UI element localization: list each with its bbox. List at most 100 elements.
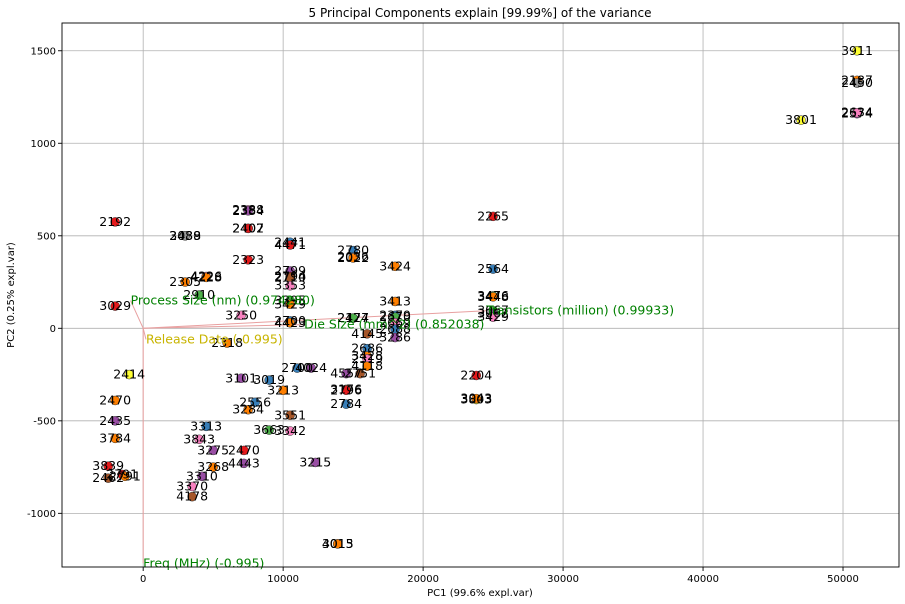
data-point-label: 2794 [274, 268, 306, 283]
data-point-label: 2669 [379, 315, 411, 330]
loading-vector-label: Die Size (mm^2) (0.852038) [304, 317, 484, 332]
data-point-label: 3839 [92, 458, 124, 473]
data-point [488, 292, 498, 302]
data-point-label: 3353 [274, 278, 306, 293]
data-point [285, 299, 295, 310]
data-point [110, 433, 120, 444]
x-axis-label: PC1 (99.6% expl.var) [427, 588, 533, 599]
data-point-label: 3803 [460, 392, 492, 407]
loading-vector-label: Freq (MHz) (-0.995) [143, 555, 264, 570]
data-point-label: 2710 [274, 269, 306, 284]
data-point-label: 3424 [379, 258, 411, 273]
data-point-label: 4471 [274, 237, 306, 252]
data-point [239, 445, 249, 456]
data-point [292, 363, 302, 373]
data-point [796, 115, 806, 125]
data-point-label: 2470 [228, 442, 260, 457]
data-point [852, 78, 862, 88]
data-point-label: 2384 [232, 203, 264, 218]
data-point-label: 3448 [477, 289, 509, 304]
data-point-label: 2670 [379, 309, 411, 324]
data-point [390, 261, 400, 272]
data-point [250, 397, 260, 408]
data-point-label: 2688 [379, 321, 411, 336]
data-point-label: 2564 [477, 261, 509, 276]
data-point-label: 3268 [197, 459, 229, 474]
loading-vector-label: Transistors (million) (0.99933) [485, 303, 674, 318]
data-point [239, 458, 249, 469]
loading-vectors [130, 300, 487, 564]
loading-vector-label: Process Size (nm) (0.974280) [131, 293, 315, 308]
data-point-label: 2686 [351, 341, 383, 356]
x-tick-label: 10000 [267, 574, 299, 585]
data-point-label: 3429 [274, 296, 306, 311]
data-point-label: 4423 [274, 315, 306, 330]
data-point [488, 312, 498, 322]
data-point-label: 2791 [109, 468, 141, 483]
data-point-label: 3551 [274, 407, 306, 422]
data-point [201, 272, 211, 283]
data-point [243, 404, 253, 415]
data-point [110, 217, 120, 227]
data-point-label: 2407 [232, 220, 264, 235]
data-point [180, 231, 190, 241]
x-tick-label: 0 [140, 574, 146, 585]
data-point-label: 4228 [190, 269, 222, 284]
data-point-label: 2441 [274, 234, 306, 249]
data-point-label: 3213 [267, 382, 299, 397]
data-point-label: 2318 [211, 335, 243, 350]
data-point-label: 2462 [92, 470, 124, 485]
data-point-label: 3801 [785, 112, 817, 127]
data-point-label: 2700 [281, 360, 313, 375]
data-point-label: 2780 [337, 243, 369, 258]
x-tick-label: 50000 [827, 574, 859, 585]
data-point [341, 368, 351, 379]
data-point-label: 3275 [197, 442, 229, 457]
grid-layer [62, 23, 899, 567]
loading-vector [143, 310, 487, 329]
y-tick-label: -1000 [27, 509, 56, 520]
loading-vector-labels: Transistors (million) (0.99933)Die Size … [131, 293, 675, 571]
x-tick-label: 30000 [547, 574, 579, 585]
data-point [124, 369, 134, 380]
data-point-label: 2265 [477, 208, 509, 223]
data-point-label: 3342 [274, 423, 306, 438]
data-point-label: 2470 [99, 392, 131, 407]
y-tick-label: 0 [50, 324, 56, 335]
data-point-label: 3413 [379, 293, 411, 308]
data-point [355, 368, 365, 379]
data-point [120, 471, 130, 482]
data-point [110, 301, 120, 311]
data-point [103, 473, 113, 483]
data-point-label: 3911 [841, 43, 873, 58]
data-point-label: 2402 [232, 220, 264, 235]
data-point [285, 280, 295, 291]
data-point [471, 393, 482, 404]
data-point-label: 2379 [379, 307, 411, 322]
y-tick-label: 500 [37, 231, 56, 242]
data-point-label: 2089 [169, 228, 201, 243]
data-point-label: 3029 [99, 298, 131, 313]
data-point [222, 338, 232, 348]
data-point [110, 416, 120, 426]
data-point-label: 3043 [460, 391, 492, 406]
data-point [348, 313, 358, 323]
data-point [110, 395, 120, 406]
data-point-label: 3215 [299, 454, 331, 469]
data-point-label: 2700 [274, 313, 306, 328]
plot-frame [61, 22, 900, 568]
axis-ticks: 0 10000 20000 30000 40000 50000 -1000 -500 0 500 1… [27, 46, 859, 585]
data-point [194, 290, 204, 300]
data-point [332, 539, 343, 549]
data-point-label: 2192 [99, 214, 131, 229]
data-point [285, 318, 295, 328]
data-point-label: 2751 [344, 366, 376, 381]
y-axis-label: PC2 (0.25% expl.var) [6, 242, 17, 348]
data-point-label: 3284 [232, 402, 264, 417]
data-point-label: 2388 [232, 202, 264, 217]
data-point [341, 385, 351, 396]
data-point [243, 223, 253, 234]
data-point-label: 4024 [295, 360, 327, 375]
data-point-label: 2305 [169, 274, 201, 289]
